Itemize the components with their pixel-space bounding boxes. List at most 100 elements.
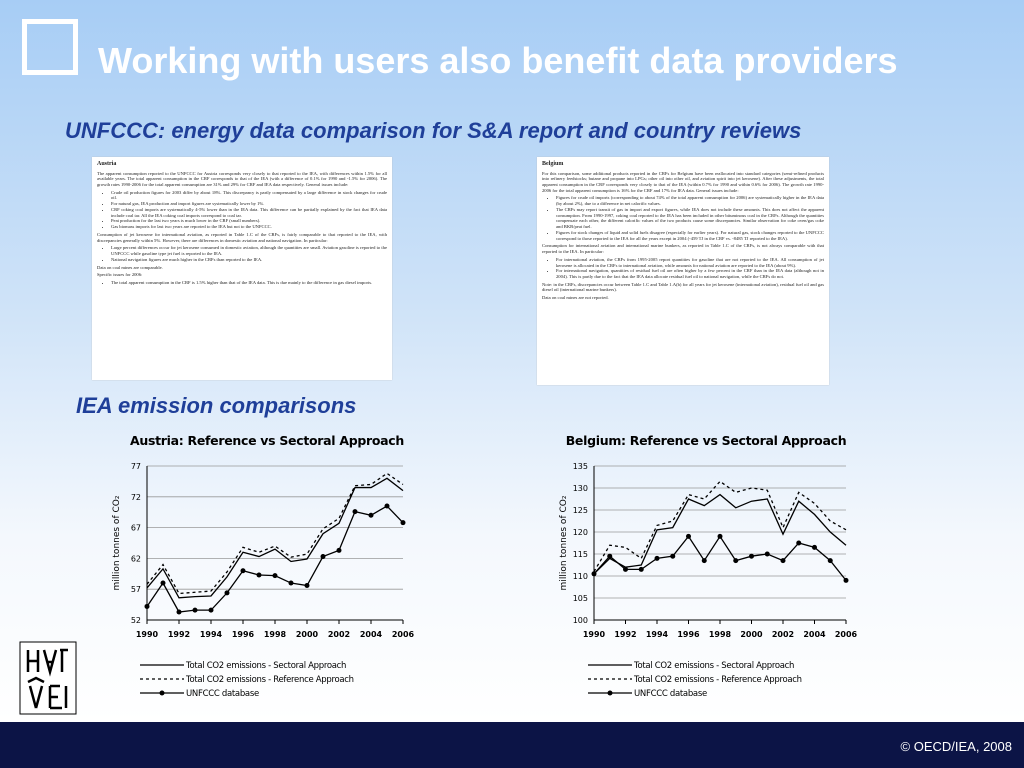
legend-label: Total CO2 emissions - Sectoral Approach: [633, 661, 794, 671]
x-tick-label: 1990: [136, 630, 159, 639]
paragraph: Data on coal mines are comparable.: [97, 264, 163, 270]
x-tick-label: 1998: [264, 630, 287, 639]
bullet-list: Crude oil production figures for 2003 di…: [97, 190, 387, 230]
data-point: [733, 558, 739, 564]
y-tick-label: 130: [573, 484, 588, 493]
x-tick-label: 1996: [232, 630, 255, 639]
document-excerpt: Austria The apparent consumption reported…: [92, 157, 392, 380]
data-point: [288, 580, 294, 586]
data-point: [144, 603, 150, 609]
paragraph: Specific issues for 2006:: [97, 272, 143, 278]
data-point: [336, 547, 342, 553]
x-tick-label: 1992: [168, 630, 190, 639]
series-line: [593, 493, 847, 575]
bullet-item: Figures for crude oil imports (correspon…: [556, 195, 824, 206]
data-point: [764, 551, 770, 557]
x-tick-label: 2006: [835, 630, 858, 639]
data-point: [780, 558, 786, 564]
series-line: [593, 480, 847, 572]
bullet-list: For international aviation, the CRFs fro…: [542, 257, 824, 280]
data-point: [160, 580, 166, 586]
data-point: [176, 609, 182, 615]
data-point: [843, 577, 849, 583]
bullet-item: Peat production for the last two years i…: [111, 218, 387, 224]
title-icon: [22, 19, 78, 75]
data-point: [272, 573, 278, 579]
y-tick-label: 125: [573, 506, 588, 515]
y-tick-label: 62: [131, 554, 141, 563]
data-point: [208, 607, 214, 613]
y-tick-label: 77: [131, 462, 141, 471]
paragraph: Consumption of jet kerosene for internat…: [97, 231, 387, 243]
data-point: [607, 553, 613, 559]
data-point: [192, 607, 198, 613]
y-tick-label: 57: [131, 585, 141, 594]
data-point: [686, 533, 691, 539]
bullet-list: Figures for crude oil imports (correspon…: [542, 195, 824, 241]
y-tick-label: 72: [131, 493, 141, 502]
chart-title: Belgium: Reference vs Sectoral Approach: [566, 433, 847, 448]
chart-title: Austria: Reference vs Sectoral Approach: [130, 433, 404, 448]
bullet-item: For natural gas, IEA production and impo…: [111, 201, 387, 207]
bullet-item: CRF coking coal imports are systematical…: [111, 207, 387, 218]
paragraph: Note: in the CRFs, discrepancies occur b…: [542, 281, 824, 293]
series-line: [146, 505, 404, 613]
data-point: [827, 558, 833, 564]
data-point: [368, 512, 374, 518]
data-point: [670, 553, 676, 559]
data-point: [384, 503, 390, 509]
data-point: [320, 554, 326, 560]
bullet-item: Gas biomass imports for last two years a…: [111, 224, 387, 230]
data-point: [654, 555, 660, 561]
data-point: [591, 571, 597, 577]
legend-marker: [607, 690, 613, 696]
data-point: [717, 533, 723, 539]
data-point: [352, 509, 358, 515]
document-heading: Austria: [97, 161, 117, 167]
slide-title: Working with users also benefit data pro…: [98, 40, 898, 81]
data-point: [638, 566, 644, 572]
y-tick-label: 120: [573, 528, 588, 537]
data-point: [623, 566, 628, 572]
legend-label: UNFCCC database: [634, 689, 707, 699]
paragraph: Data on coal mines are not reported.: [542, 295, 609, 301]
x-tick-label: 2004: [803, 630, 826, 639]
bullet-item: Large percent differences occur for jet …: [111, 245, 387, 256]
bullet-item: Figures for stock changes of liquid and …: [556, 230, 824, 241]
legend-label: UNFCCC database: [186, 689, 259, 699]
paragraph: Consumption for international aviation a…: [542, 243, 824, 255]
bullet-item: National navigation figures are much hig…: [111, 257, 387, 263]
data-point: [224, 590, 230, 596]
data-point: [304, 583, 310, 589]
y-tick-label: 115: [573, 550, 588, 559]
y-tick-label: 105: [573, 594, 588, 603]
document-excerpt: Belgium For this comparison, some additio…: [537, 157, 829, 385]
x-tick-label: 2002: [328, 630, 350, 639]
logo: [19, 641, 77, 715]
data-point: [749, 553, 754, 559]
y-tick-label: 100: [573, 616, 588, 625]
x-tick-label: 1994: [200, 630, 223, 639]
charts: Austria: Reference vs Sectoral Approach m…: [19, 433, 858, 715]
data-point: [796, 540, 802, 546]
bullet-item: For international navigation, quantities…: [556, 268, 824, 279]
data-point: [256, 572, 262, 578]
y-axis-label: million tonnes of CO₂: [559, 495, 569, 590]
y-axis-label: million tonnes of CO₂: [112, 495, 122, 590]
bullet-list: Large percent differences occur for jet …: [97, 245, 387, 262]
legend-label: Total CO2 emissions - Reference Approach: [185, 675, 354, 685]
y-tick-label: 52: [131, 616, 141, 625]
series-line: [593, 535, 847, 581]
x-tick-label: 2004: [360, 630, 383, 639]
document-heading: Belgium: [542, 161, 564, 167]
footer-bar: [0, 722, 1024, 768]
x-tick-label: 1994: [646, 630, 669, 639]
bullet-list: The total apparent consumption in the CR…: [97, 280, 387, 286]
x-tick-label: 2002: [772, 630, 794, 639]
y-tick-label: 67: [131, 524, 141, 533]
x-tick-label: 1996: [677, 630, 700, 639]
x-tick-label: 1998: [709, 630, 732, 639]
paragraph: The apparent consumption reported to the…: [97, 170, 387, 187]
x-tick-label: 2000: [296, 630, 319, 639]
